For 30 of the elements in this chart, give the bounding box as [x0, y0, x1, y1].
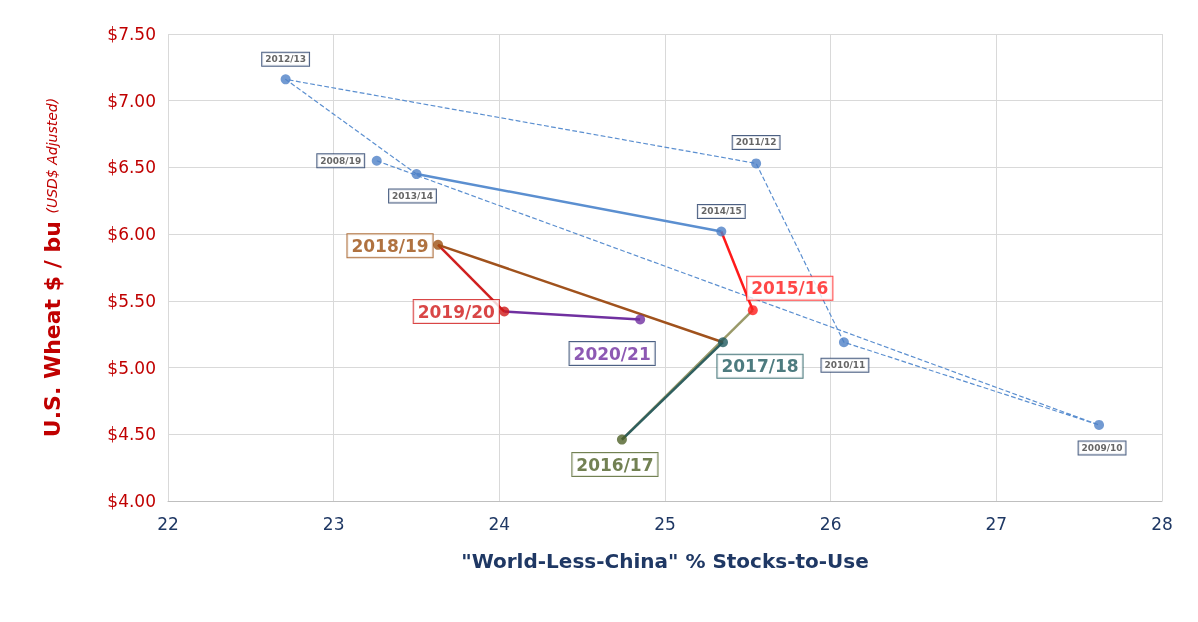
x-axis-title: "World-Less-China" % Stocks-to-Use [461, 549, 869, 573]
y-axis-title: U.S. Wheat $ / bu (USD$ Adjusted) [39, 97, 65, 438]
y-tick-label: $7.50 [107, 24, 156, 44]
annotation: 2014/15 [700, 206, 742, 217]
x-tick-label: 23 [322, 513, 345, 534]
x-tick-label: 25 [654, 513, 676, 534]
annotation: 2010/11 [824, 360, 866, 371]
annotation: 2020/21 [573, 343, 651, 364]
annotation: 2018/19 [351, 235, 429, 256]
y-tick-label: $5.50 [107, 290, 156, 311]
x-tick-label: 26 [819, 513, 842, 534]
annotation: 2019/20 [417, 301, 496, 322]
x-tick-label: 27 [985, 513, 1008, 534]
annotation: 2016/17 [576, 454, 654, 475]
annotation: 2012/13 [265, 54, 307, 65]
x-tick-label: 24 [488, 513, 511, 534]
annotation: 2017/18 [721, 356, 799, 377]
annotation: 2011/12 [735, 137, 777, 148]
y-tick-label: $5.00 [107, 357, 156, 378]
y-tick-label: $6.00 [107, 224, 156, 245]
annotation: 2015/16 [751, 278, 829, 299]
annotation: 2009/10 [1081, 442, 1123, 453]
y-tick-label: $4.00 [107, 491, 156, 511]
annotation: 2013/14 [392, 191, 433, 202]
annotation: 2008/19 [320, 155, 362, 166]
y-tick-label: $4.50 [107, 424, 156, 445]
y-tick-label: $7.00 [107, 90, 156, 111]
y-tick-label: $6.50 [107, 157, 156, 178]
x-tick-label: 22 [157, 513, 179, 534]
x-tick-label: 28 [1151, 513, 1173, 534]
